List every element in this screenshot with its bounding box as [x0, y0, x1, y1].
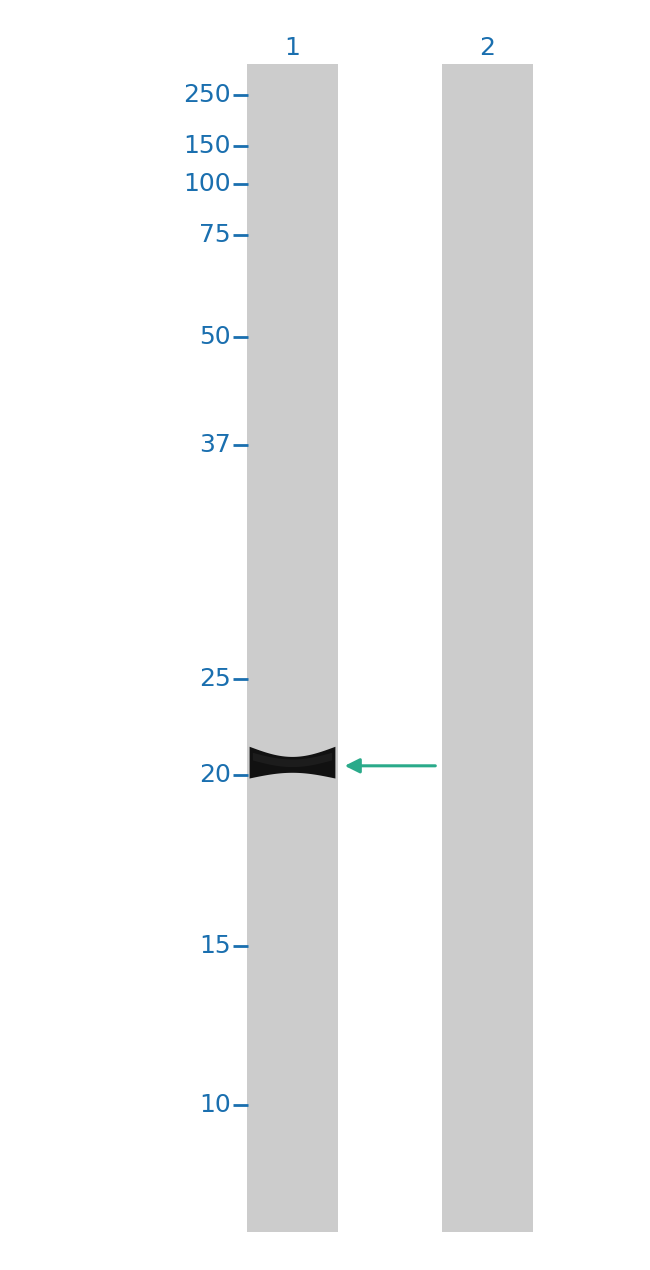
Polygon shape	[253, 753, 332, 767]
Text: 250: 250	[183, 84, 231, 107]
Polygon shape	[250, 747, 335, 779]
Text: 2: 2	[480, 36, 495, 60]
Text: 100: 100	[183, 173, 231, 196]
Text: 20: 20	[199, 763, 231, 786]
Text: 25: 25	[199, 668, 231, 691]
Text: 37: 37	[199, 433, 231, 456]
Text: 10: 10	[199, 1093, 231, 1116]
Text: 75: 75	[199, 224, 231, 246]
Text: 1: 1	[285, 36, 300, 60]
Text: 150: 150	[183, 135, 231, 157]
Text: 50: 50	[199, 325, 231, 348]
Text: 15: 15	[199, 935, 231, 958]
Bar	[247, 64, 338, 1232]
Bar	[442, 64, 533, 1232]
